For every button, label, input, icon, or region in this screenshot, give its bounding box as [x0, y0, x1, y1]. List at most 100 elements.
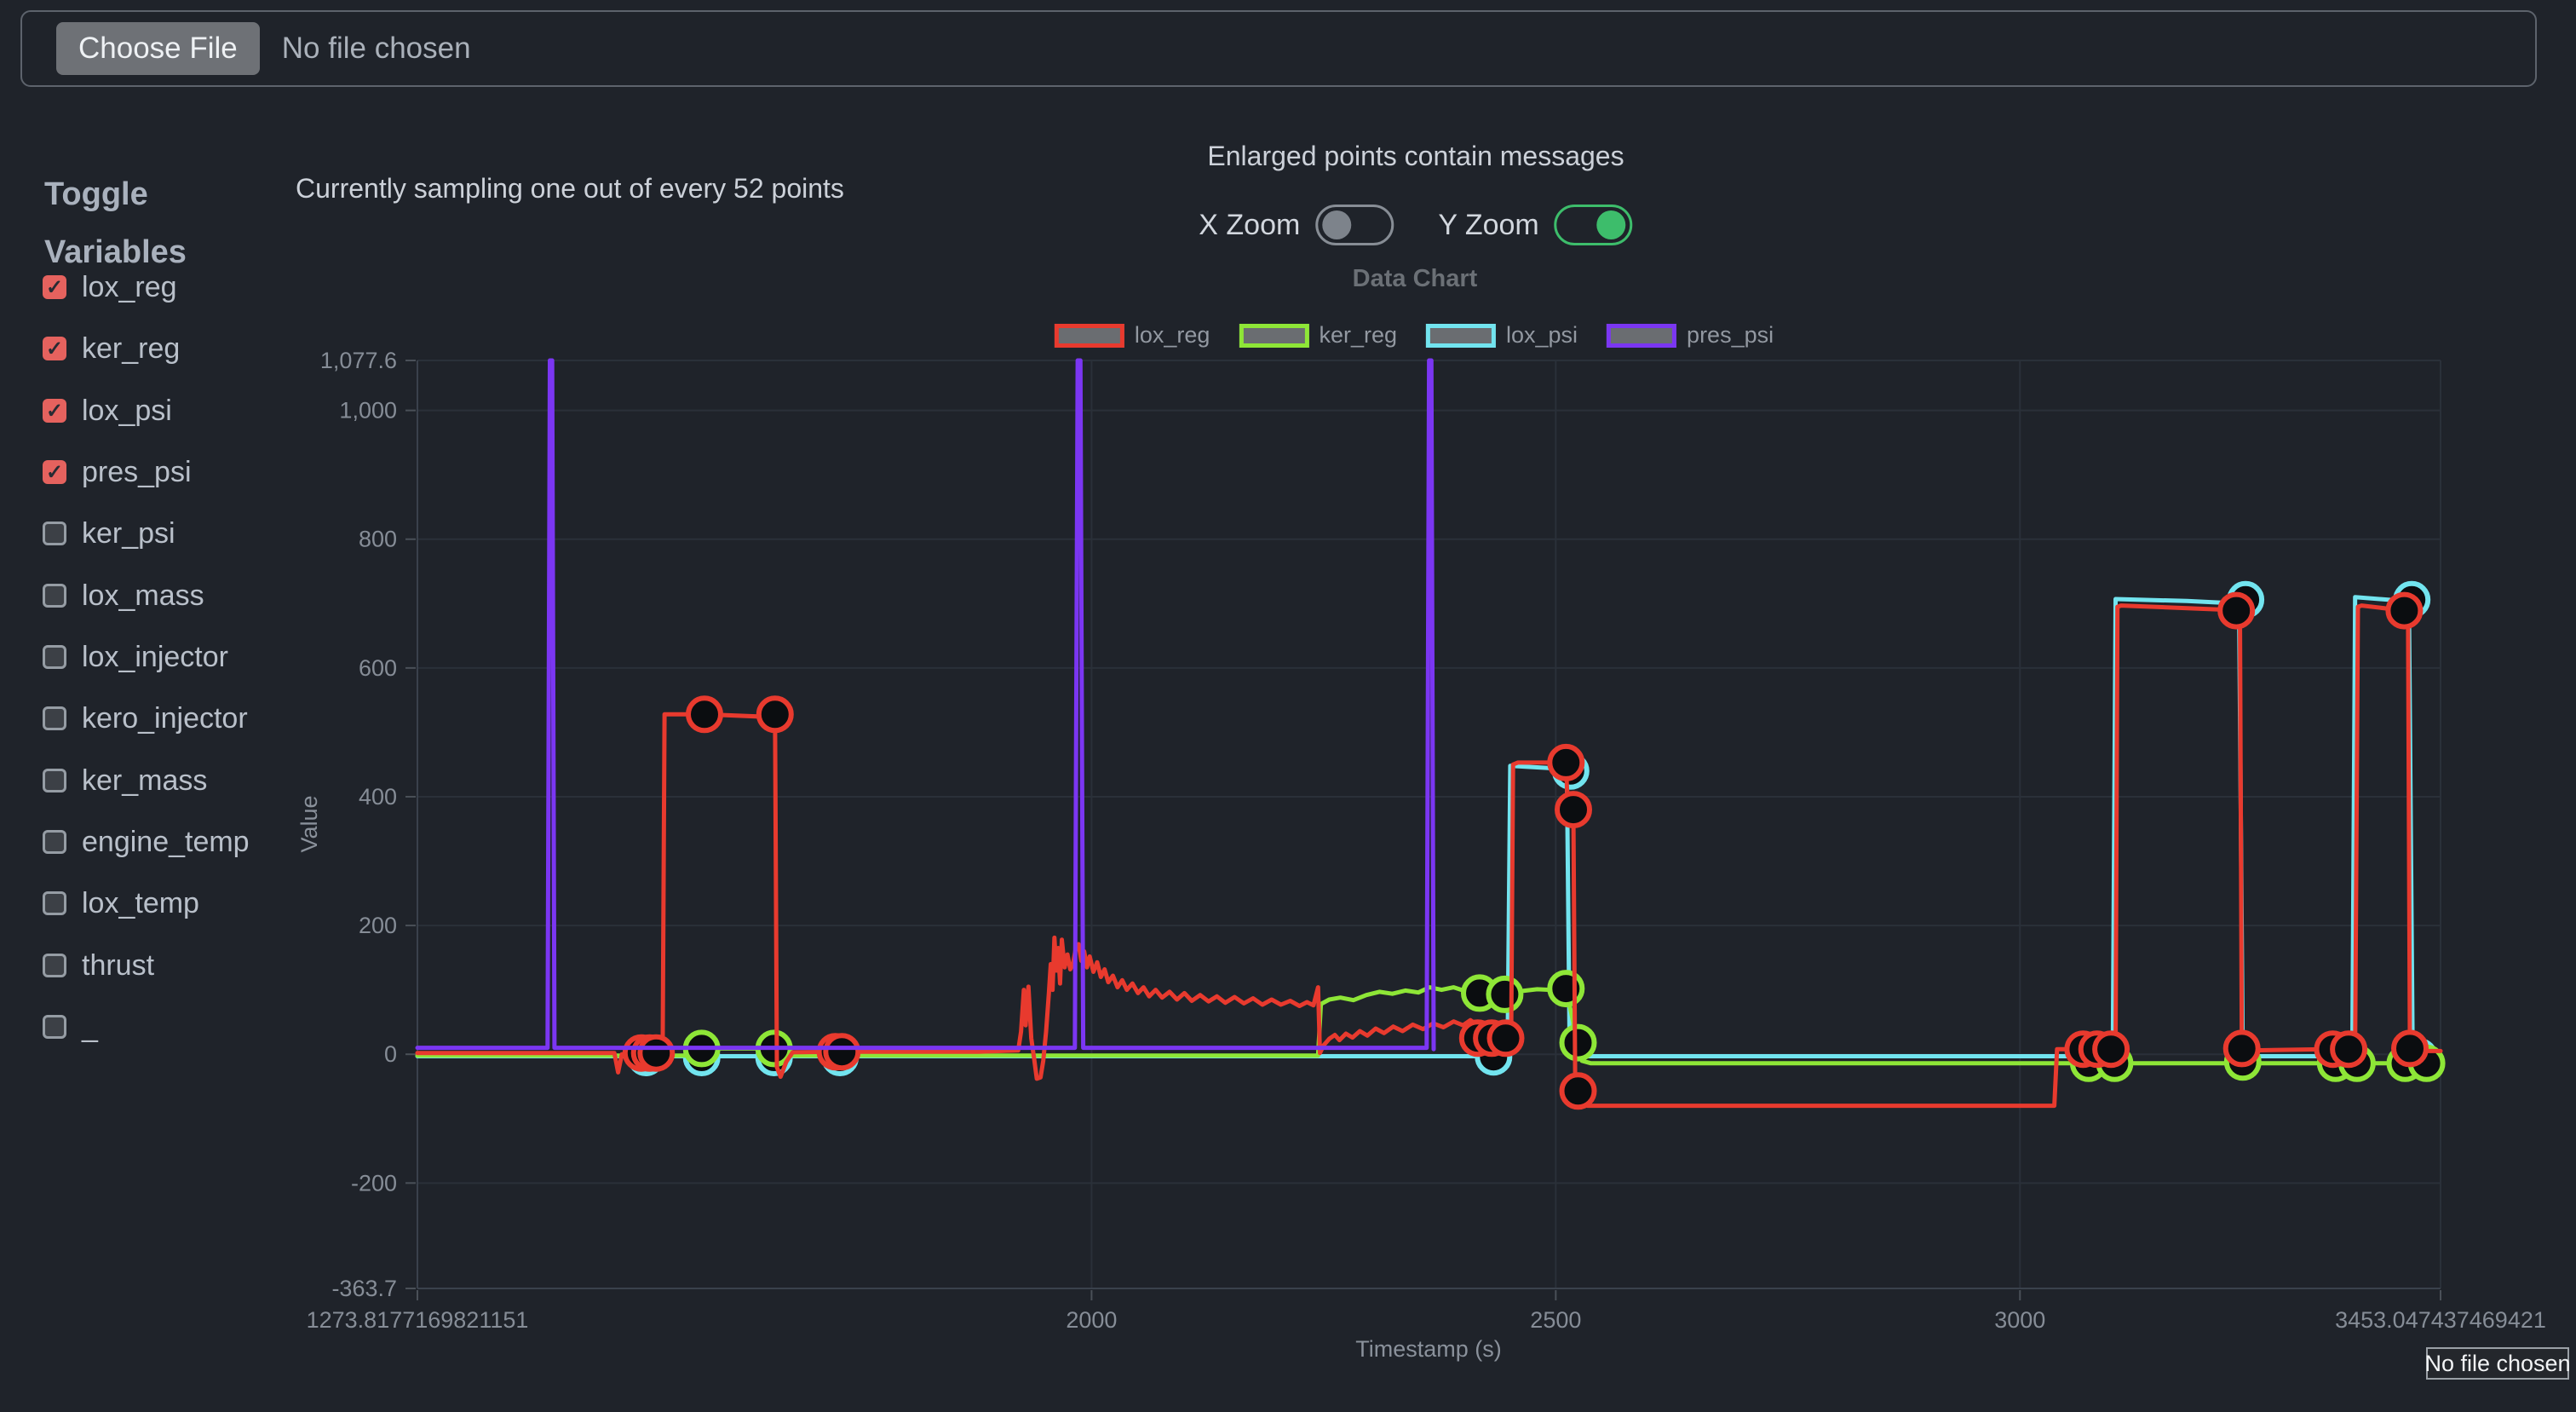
y-tick-label: 600 — [359, 655, 397, 681]
message-point-ker_reg[interactable] — [1559, 1023, 1597, 1062]
legend-label: pres_psi — [1687, 322, 1774, 348]
legend-swatch-icon — [1426, 323, 1496, 348]
enlarged-points-note: Enlarged points contain messages — [1207, 141, 1624, 171]
legend-item-ker_reg[interactable]: ker_reg — [1239, 322, 1397, 349]
checkbox-checked-icon[interactable]: ✓ — [43, 275, 66, 299]
file-input-bar: Choose File No file chosen — [20, 10, 2537, 87]
y-tick-label: 200 — [359, 913, 397, 938]
variable-label: thrust — [82, 948, 155, 982]
variable-toggle-lox_mass[interactable]: lox_mass — [43, 577, 204, 614]
x-tick-label: 1273.8177169821151 — [307, 1307, 529, 1333]
message-point-lox_reg[interactable] — [2217, 591, 2256, 630]
legend-swatch-icon — [1239, 323, 1309, 348]
checkbox-checked-icon[interactable]: ✓ — [43, 460, 66, 484]
checkbox-checked-icon[interactable]: ✓ — [43, 399, 66, 423]
message-point-lox_reg[interactable] — [2092, 1030, 2130, 1069]
y-tick-label: 800 — [359, 527, 397, 552]
sidebar-title: Toggle Variables — [44, 165, 187, 281]
variable-label: engine_temp — [82, 825, 250, 858]
variable-toggle-thrust[interactable]: thrust — [43, 947, 154, 984]
checkbox-unchecked-icon[interactable] — [43, 954, 66, 977]
variable-toggle-ker_psi[interactable]: ker_psi — [43, 515, 175, 552]
y-tick-label: 0 — [384, 1041, 397, 1067]
legend-label: ker_reg — [1319, 322, 1397, 348]
message-point-lox_reg[interactable] — [2330, 1030, 2368, 1069]
variable-toggle-_[interactable]: _ — [43, 1008, 98, 1046]
message-point-lox_reg[interactable] — [2222, 1029, 2261, 1068]
legend-item-pres_psi[interactable]: pres_psi — [1607, 322, 1774, 349]
y-zoom-toggle[interactable] — [1554, 205, 1633, 245]
checkbox-unchecked-icon[interactable] — [43, 645, 66, 669]
variable-toggle-ker_mass[interactable]: ker_mass — [43, 762, 207, 799]
message-point-lox_reg[interactable] — [1555, 791, 1592, 829]
message-point-lox_reg[interactable] — [2391, 1029, 2429, 1068]
legend-label: lox_reg — [1134, 322, 1210, 348]
y-tick-label: 1,000 — [339, 398, 397, 424]
legend-item-lox_reg[interactable]: lox_reg — [1054, 322, 1210, 349]
message-point-lox_reg[interactable] — [2385, 591, 2424, 630]
y-zoom-label: Y Zoom — [1438, 208, 1539, 241]
variable-label: ker_reg — [82, 331, 181, 365]
message-point-lox_reg[interactable] — [1547, 743, 1585, 781]
y-tick-label: -363.7 — [331, 1276, 397, 1301]
checkbox-unchecked-icon[interactable] — [43, 769, 66, 792]
y-axis-title: Value — [296, 795, 322, 852]
variable-toggle-engine_temp[interactable]: engine_temp — [43, 823, 250, 861]
x-axis-title: Timestamp (s) — [1355, 1336, 1502, 1362]
variable-toggle-ker_reg[interactable]: ✓ ker_reg — [43, 330, 180, 367]
message-point-lox_reg[interactable] — [756, 695, 794, 734]
variable-toggle-lox_injector[interactable]: lox_injector — [43, 638, 228, 676]
file-status-text: No file chosen — [281, 32, 471, 65]
variable-label: lox_injector — [82, 640, 228, 673]
chart-legend: lox_reg ker_reg lox_psi pres_psi — [1054, 322, 1774, 349]
legend-item-lox_psi[interactable]: lox_psi — [1426, 322, 1578, 349]
sampling-note: Currently sampling one out of every 52 p… — [296, 173, 844, 204]
checkbox-unchecked-icon[interactable] — [43, 584, 66, 608]
x-tick-label: 2500 — [1530, 1307, 1581, 1333]
variable-toggle-pres_psi[interactable]: ✓ pres_psi — [43, 453, 192, 491]
checkbox-unchecked-icon[interactable] — [43, 522, 66, 545]
variable-label: ker_mass — [82, 764, 208, 797]
sidebar-title-line2: Variables — [44, 234, 187, 270]
x-tick-label: 2000 — [1066, 1307, 1117, 1333]
series-line-pres_psi[interactable] — [415, 358, 1436, 1052]
checkbox-checked-icon[interactable]: ✓ — [43, 337, 66, 360]
variable-label: lox_temp — [82, 886, 199, 919]
variable-toggle-lox_reg[interactable]: ✓ lox_reg — [43, 268, 177, 306]
x-zoom-toggle[interactable] — [1315, 205, 1394, 245]
x-tick-label: 3000 — [1994, 1307, 2045, 1333]
message-point-ker_reg[interactable] — [1547, 970, 1585, 1008]
checkbox-unchecked-icon[interactable] — [43, 706, 66, 730]
message-point-lox_reg[interactable] — [637, 1034, 676, 1072]
message-point-lox_reg[interactable] — [686, 695, 723, 734]
zoom-controls: X Zoom Y Zoom — [1199, 205, 1633, 245]
legend-label: lox_psi — [1506, 322, 1578, 348]
legend-swatch-icon — [1607, 323, 1677, 348]
checkbox-unchecked-icon[interactable] — [43, 891, 66, 915]
variable-toggle-lox_psi[interactable]: ✓ lox_psi — [43, 392, 172, 429]
chart-title: Data Chart — [1352, 265, 1478, 292]
variable-label: kero_injector — [82, 701, 248, 735]
y-tick-label: -200 — [351, 1170, 397, 1196]
checkbox-unchecked-icon[interactable] — [43, 830, 66, 854]
message-point-lox_reg[interactable] — [823, 1033, 861, 1071]
variable-toggle-kero_injector[interactable]: kero_injector — [43, 700, 248, 737]
x-zoom-label: X Zoom — [1199, 208, 1301, 241]
message-point-lox_reg[interactable] — [1486, 1019, 1525, 1058]
x-tick-label: 3453.047437469421 — [2335, 1307, 2546, 1333]
y-zoom-knob-icon — [1596, 210, 1626, 239]
variable-label: ker_psi — [82, 516, 175, 550]
variable-label: pres_psi — [82, 455, 192, 488]
legend-swatch-icon — [1054, 323, 1124, 348]
message-point-ker_reg[interactable] — [1486, 975, 1524, 1013]
checkbox-unchecked-icon[interactable] — [43, 1015, 66, 1039]
y-tick-label: 1,077.6 — [320, 348, 397, 373]
choose-file-button[interactable]: Choose File — [56, 22, 260, 75]
file-input-tooltip: No file chosen — [2424, 1347, 2571, 1380]
x-zoom-knob-icon — [1322, 210, 1352, 239]
y-tick-label: 400 — [359, 784, 397, 810]
message-point-lox_reg[interactable] — [1559, 1072, 1597, 1110]
variable-toggle-lox_temp[interactable]: lox_temp — [43, 885, 199, 922]
